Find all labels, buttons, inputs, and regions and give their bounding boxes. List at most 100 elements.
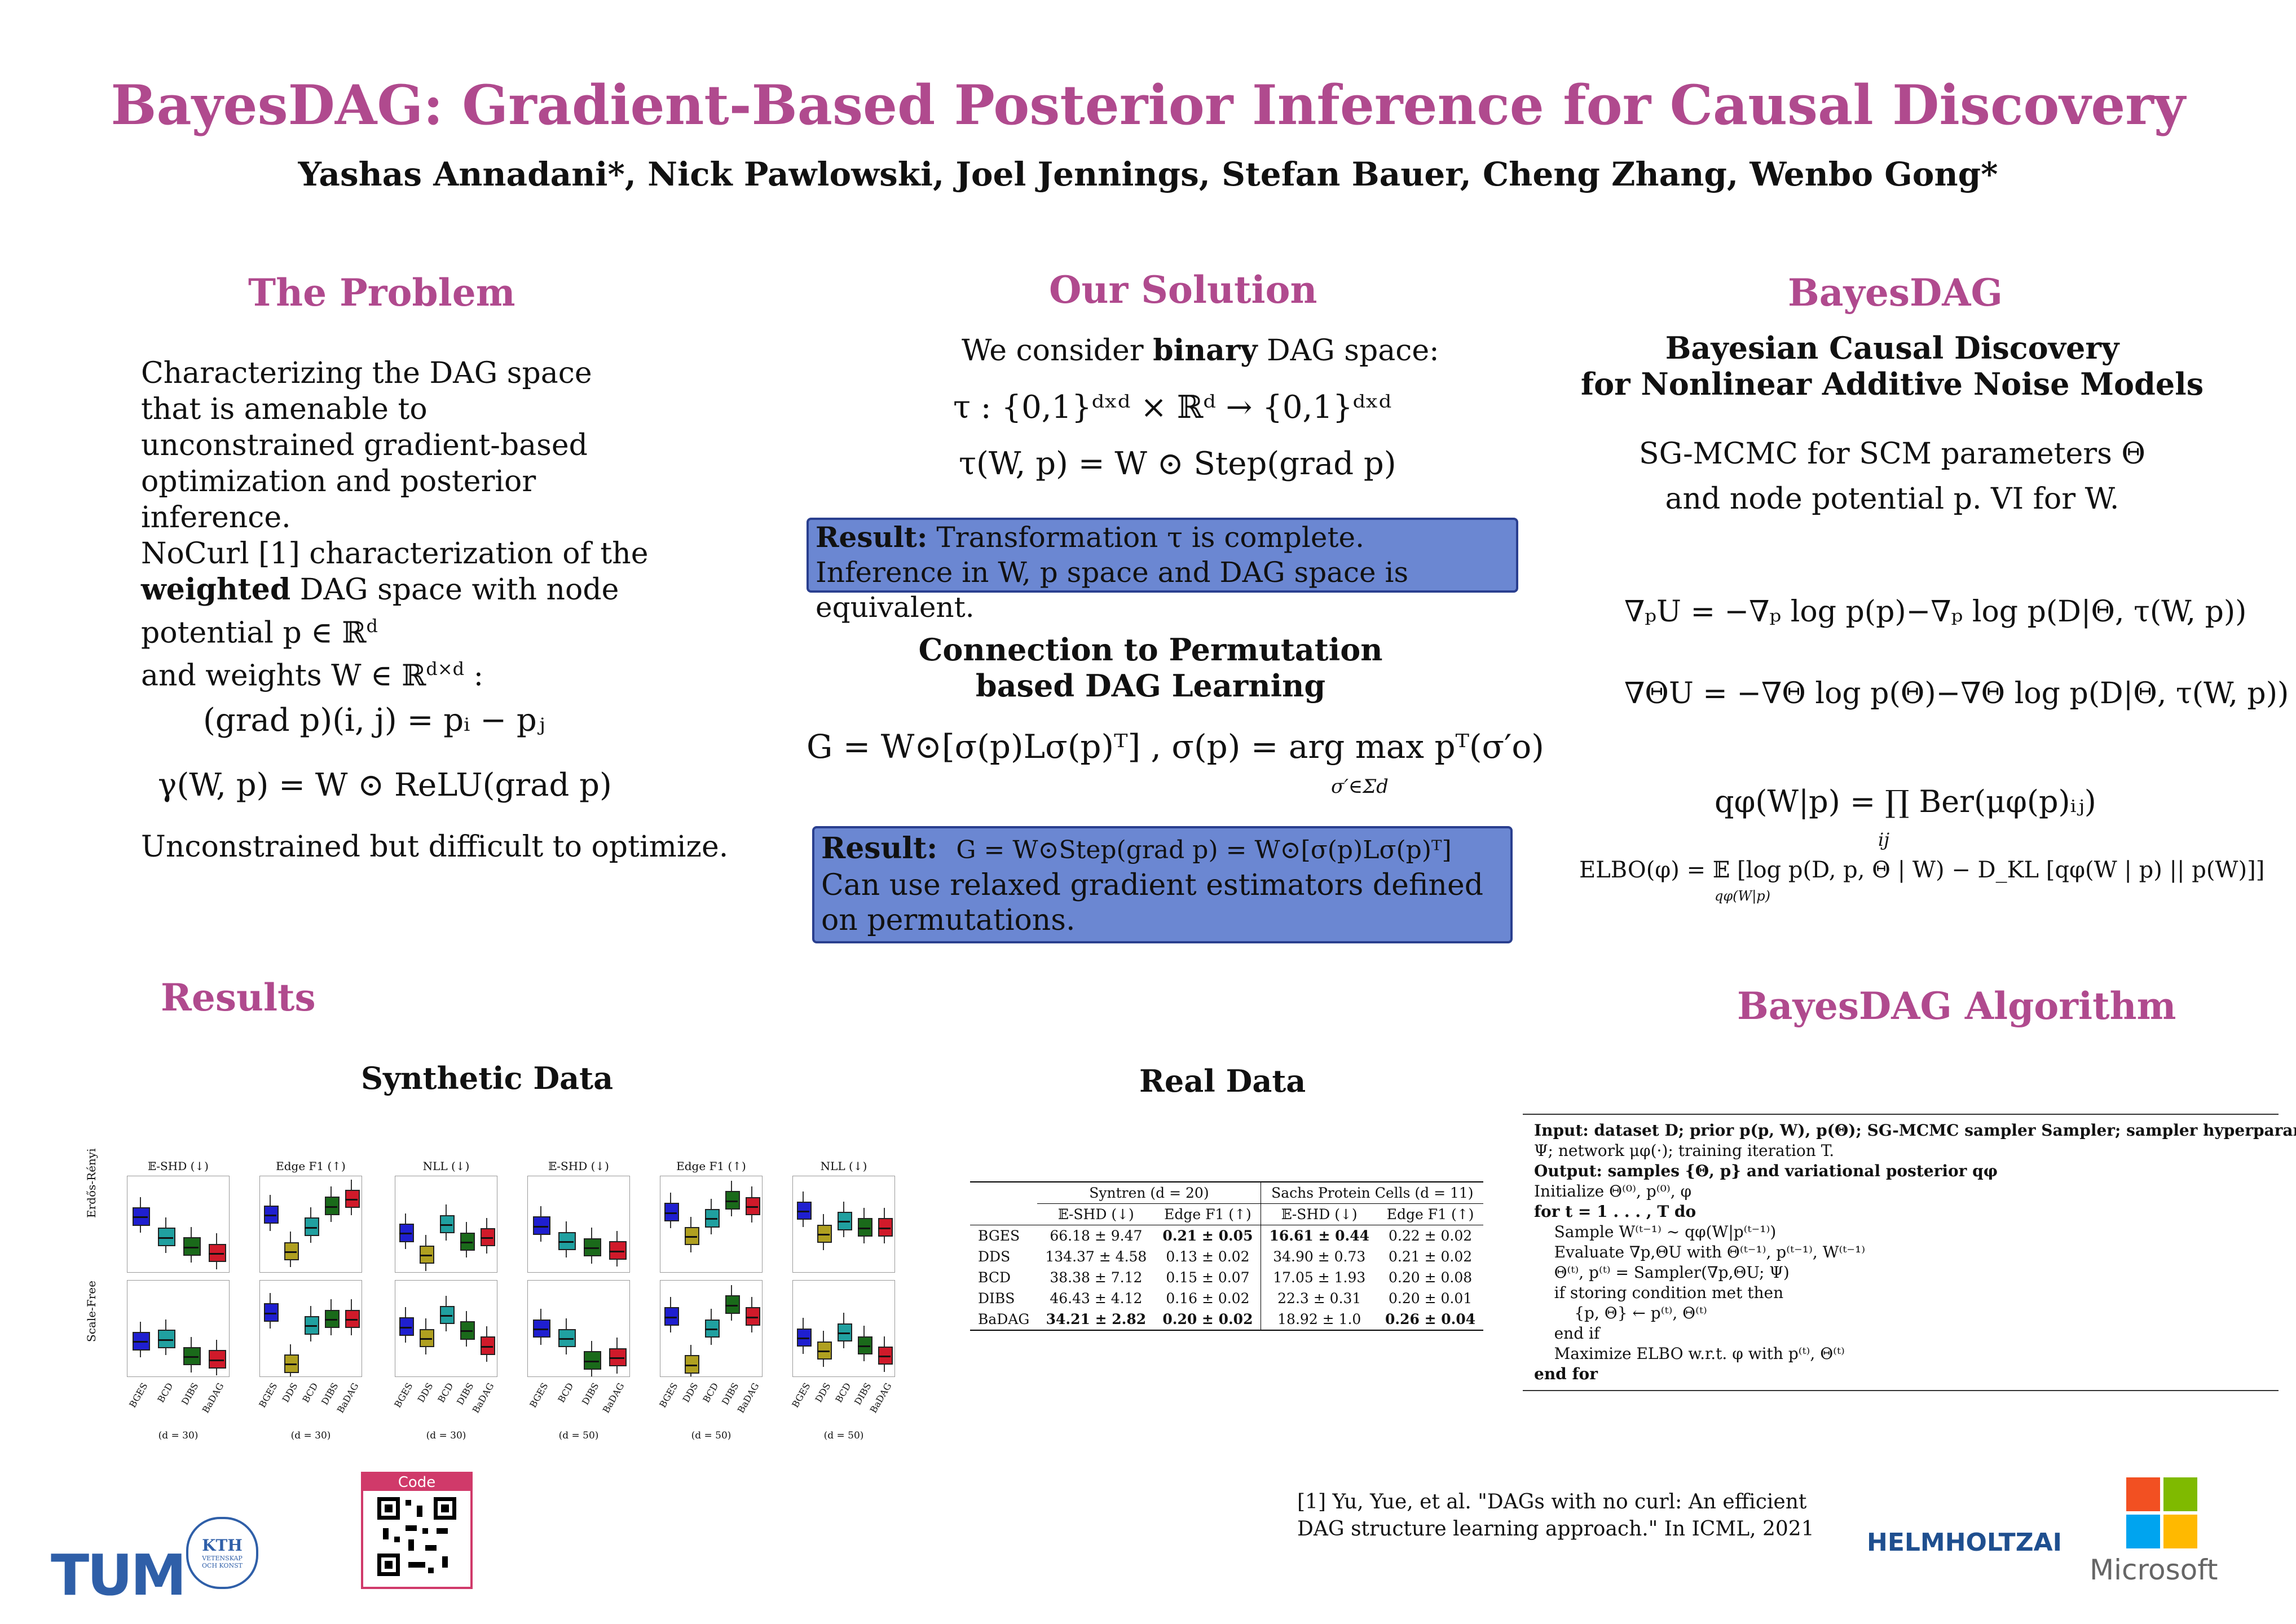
boxplot-median <box>158 1237 173 1239</box>
boxplot-box-bcd <box>440 1305 455 1325</box>
boxplot-median <box>878 1227 891 1229</box>
boxplot-box-badag <box>609 1348 627 1367</box>
boxplot-median <box>705 1218 717 1220</box>
boxplot-median <box>264 1312 276 1314</box>
boxplot-box-bcd <box>440 1215 455 1234</box>
table-row: BaDAG 34.21 ± 2.82 0.20 ± 0.02 18.92 ± 1.0 0… <box>970 1309 1484 1330</box>
boxplot-median <box>305 1226 317 1229</box>
boxplot-median <box>460 1330 473 1332</box>
table-group-sachs: Sachs Protein Cells (d = 11) <box>1261 1182 1484 1204</box>
table-cell: 34.21 ± 2.82 <box>1046 1311 1147 1327</box>
boxplot-median <box>399 1233 412 1235</box>
boxplot-chart: BGES DDS BCD DIBS BaDAG (d = 30) <box>257 1280 362 1441</box>
table-cell: 0.16 ± 0.02 <box>1154 1288 1262 1309</box>
boxplot-box-bges <box>264 1303 279 1322</box>
variational-posterior-subscript: ij <box>1878 829 1890 850</box>
table-row: DIBS 46.43 ± 4.12 0.16 ± 0.02 22.3 ± 0.31 0.… <box>970 1288 1483 1309</box>
table-cell: 0.21 ± 0.02 <box>1389 1248 1473 1265</box>
table-cell: 0.22 ± 0.02 <box>1389 1228 1473 1244</box>
boxplot-median <box>345 1199 358 1201</box>
table-row-method: BCD <box>978 1269 1011 1286</box>
boxplot-title: 𝔼-SHD (↓) <box>148 1159 209 1173</box>
boxplot-box-badag <box>746 1197 760 1216</box>
boxplot-box-badag <box>345 1309 360 1329</box>
algorithm-line: Evaluate ∇p,ΘU with Θ⁽ᵗ⁻¹⁾, p⁽ᵗ⁻¹⁾, W⁽ᵗ⁻… <box>1534 1243 1866 1261</box>
boxplot-category-label: BaDAG <box>600 1381 626 1415</box>
boxplot-median <box>609 1250 624 1252</box>
boxplot-median <box>133 1341 148 1343</box>
boxplot-box-dibs <box>725 1191 740 1210</box>
boxplot-median <box>685 1236 697 1238</box>
boxplot-chart: BGES DDS BCD DIBS BaDAG (d = 50) <box>790 1280 895 1441</box>
row-label-erdos-renyi: Erdős-Rényi <box>85 1148 98 1219</box>
boxplot-title: 𝔼-SHD (↓) <box>548 1159 609 1173</box>
boxplot-median <box>858 1345 870 1347</box>
boxplot-median <box>725 1200 738 1202</box>
boxplot-box-badag <box>209 1243 226 1263</box>
boxplot-box-dibs <box>460 1232 475 1251</box>
boxplot-median <box>481 1345 493 1348</box>
code-qr-card[interactable]: Code <box>361 1472 473 1589</box>
boxplot-median <box>797 1338 809 1340</box>
real-data-title: Real Data <box>1139 1063 1306 1099</box>
boxplot-median <box>325 1319 337 1321</box>
boxplot-box-bcd <box>305 1316 319 1335</box>
boxplot-box-badag <box>481 1336 495 1355</box>
boxplot-median <box>664 1316 677 1318</box>
boxplot-median <box>817 1351 830 1353</box>
boxplot-category-label: BaDAG <box>200 1381 226 1415</box>
table-cell: 22.3 ± 0.31 <box>1277 1290 1361 1307</box>
algorithm-line: if storing condition met then <box>1534 1283 1784 1302</box>
boxplot-chart: BGES DDS BCD DIBS BaDAG (d = 30) <box>392 1280 497 1441</box>
boxplot-box-bges <box>133 1207 150 1226</box>
boxplot-median <box>209 1359 224 1361</box>
boxplot-box-dds <box>817 1341 832 1360</box>
boxplot-box-badag <box>878 1346 893 1365</box>
boxplot-box-bges <box>533 1319 550 1338</box>
table-row-method: DDS <box>978 1248 1011 1265</box>
boxplot-median <box>325 1206 337 1208</box>
table-cell: 46.43 ± 4.12 <box>1050 1290 1143 1307</box>
qr-code-icon[interactable] <box>374 1494 459 1579</box>
boxplot-median <box>705 1329 717 1330</box>
boxplot-title: Edge F1 (↑) <box>676 1159 746 1173</box>
boxplot-median <box>558 1338 574 1340</box>
boxplot-box-dds <box>420 1329 434 1348</box>
table-cell: 16.61 ± 0.44 <box>1269 1228 1370 1244</box>
boxplot-median <box>481 1237 493 1239</box>
algorithm-line: Maximize ELBO w.r.t. φ with p⁽ᵗ⁾, Θ⁽ᵗ⁾ <box>1534 1344 1845 1363</box>
boxplot-median <box>584 1360 599 1362</box>
boxplot-median <box>264 1215 276 1216</box>
table-row-method: DIBS <box>978 1290 1015 1307</box>
solution-equation-tau-def: τ(W, p) = W ⊙ Step(grad p) <box>959 445 1396 482</box>
gradient-equation-theta: ∇ΘU = −∇Θ log p(Θ)−∇Θ log p(D|Θ, τ(W, p)… <box>1624 677 2289 710</box>
boxplot-median <box>440 1315 452 1317</box>
boxplot-box-dds <box>685 1355 699 1374</box>
boxplot-median <box>746 1206 758 1208</box>
algorithm-line: end if <box>1534 1324 1600 1343</box>
boxplot-box-bges <box>664 1307 679 1326</box>
boxplot-box-bges <box>797 1328 812 1347</box>
table-row: DDS 134.37 ± 4.58 0.13 ± 0.02 34.90 ± 0.73 0… <box>970 1246 1483 1267</box>
synthetic-data-title: Synthetic Data <box>361 1060 614 1096</box>
boxplot-dimension-label: (d = 50) <box>558 1430 599 1441</box>
microsoft-logo-icon <box>2126 1477 2200 1551</box>
table-cell: 34.90 ± 0.73 <box>1273 1248 1366 1265</box>
table-cell: 0.20 ± 0.02 <box>1154 1309 1262 1330</box>
boxplot-box-bges <box>399 1317 414 1336</box>
boxplot-box-bcd <box>838 1212 852 1230</box>
boxplot-category-label: DIBS <box>579 1381 601 1407</box>
solution-equation-tau: τ : {0,1}ᵈˣᵈ × ℝᵈ → {0,1}ᵈˣᵈ <box>953 389 1392 426</box>
boxplot-chart: NLL (↓) <box>395 1159 497 1273</box>
kth-logo: KTH VETENSKAP OCH KONST <box>186 1517 258 1589</box>
boxplot-dimension-label: (d = 30) <box>290 1430 331 1441</box>
algorithm-line: Input: dataset D; prior p(p, W), p(Θ); S… <box>1534 1121 2296 1140</box>
boxplot-dimension-label: (d = 30) <box>158 1430 199 1441</box>
boxplot-box-dds <box>420 1245 434 1264</box>
solution-intro: We consider binary DAG space: <box>962 333 1439 368</box>
table-cell: 0.13 ± 0.02 <box>1154 1246 1262 1267</box>
boxplot-box-badag <box>345 1189 360 1208</box>
boxplot-dimension-label: (d = 30) <box>426 1430 466 1441</box>
boxplot-category-label: BCD <box>155 1381 175 1405</box>
boxplot-chart: BGES BCD DIBS BaDAG (d = 50) <box>527 1280 630 1441</box>
